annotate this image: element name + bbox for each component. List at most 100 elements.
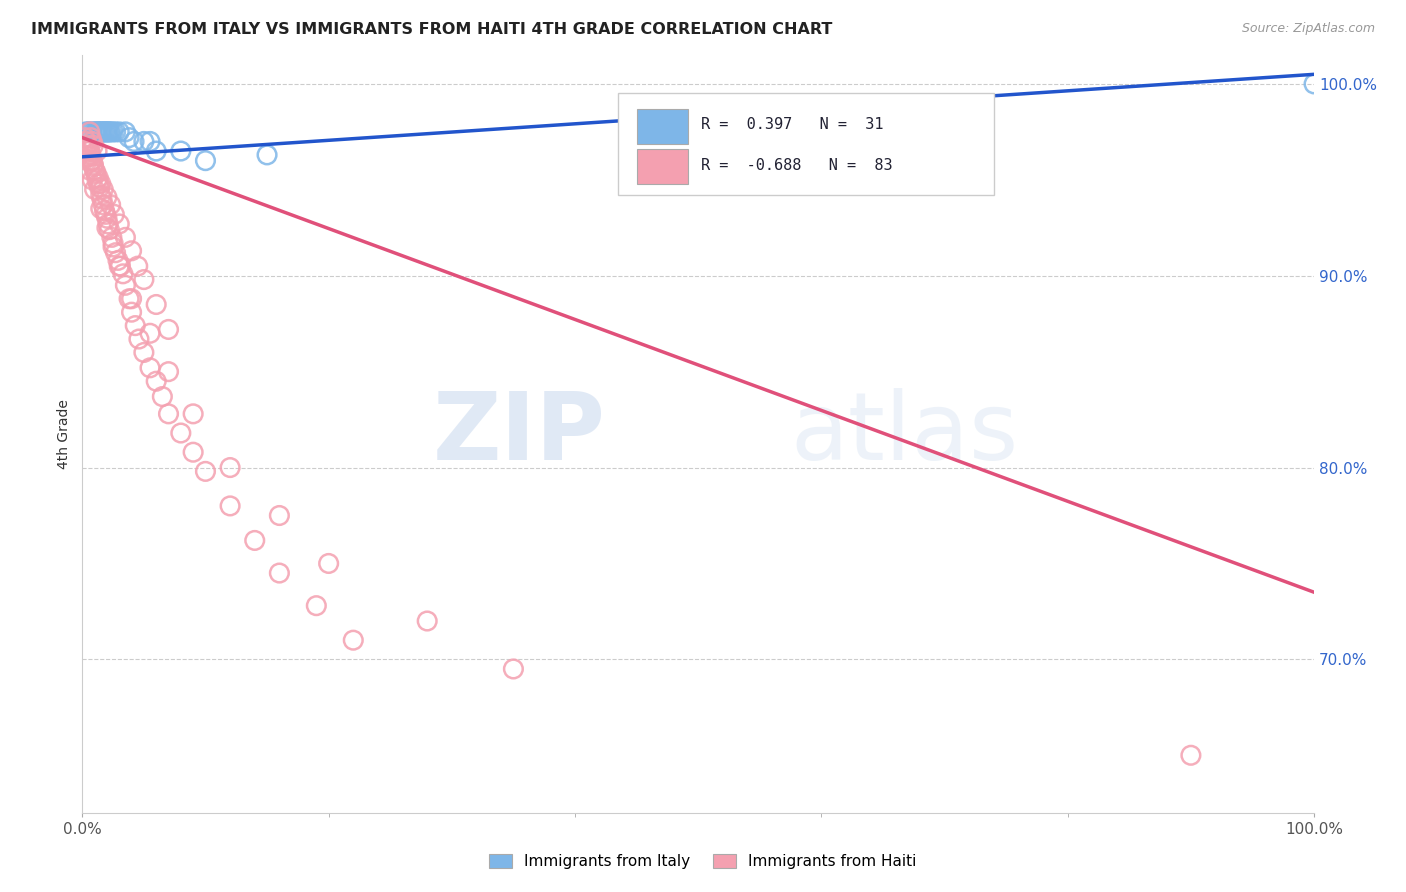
FancyBboxPatch shape	[637, 149, 689, 184]
Point	[82, 138, 104, 153]
Point	[84, 125, 107, 139]
Point	[86, 144, 108, 158]
Point	[91, 125, 114, 139]
Point	[87, 170, 110, 185]
Point	[132, 345, 155, 359]
Point	[98, 223, 121, 237]
Point	[101, 240, 124, 254]
Point	[82, 125, 104, 139]
Point	[145, 374, 167, 388]
Point	[121, 244, 143, 258]
Point	[82, 135, 104, 149]
Point	[79, 125, 101, 139]
Point	[121, 305, 143, 319]
Point	[86, 125, 108, 139]
Point	[76, 138, 98, 153]
Point	[108, 259, 131, 273]
Point	[150, 390, 173, 404]
Point	[84, 165, 107, 179]
Point	[75, 135, 97, 149]
Point	[181, 407, 204, 421]
Point	[77, 125, 100, 139]
Point	[90, 125, 112, 139]
Point	[243, 533, 266, 548]
Point	[84, 167, 107, 181]
Point	[157, 322, 180, 336]
Point	[101, 125, 124, 139]
Legend: Immigrants from Italy, Immigrants from Haiti: Immigrants from Italy, Immigrants from H…	[484, 847, 922, 875]
Point	[94, 207, 117, 221]
Point	[100, 198, 122, 212]
Point	[79, 125, 101, 139]
Point	[76, 153, 98, 168]
Point	[108, 217, 131, 231]
Point	[93, 203, 115, 218]
Text: IMMIGRANTS FROM ITALY VS IMMIGRANTS FROM HAITI 4TH GRADE CORRELATION CHART: IMMIGRANTS FROM ITALY VS IMMIGRANTS FROM…	[31, 22, 832, 37]
Point	[1303, 77, 1326, 91]
Point	[83, 125, 105, 139]
Point	[80, 153, 103, 168]
Point	[75, 125, 97, 139]
Point	[87, 125, 110, 139]
Point	[127, 259, 149, 273]
Text: ZIP: ZIP	[433, 388, 606, 480]
Point	[89, 180, 111, 194]
Point	[91, 192, 114, 206]
Point	[502, 662, 524, 676]
Point	[91, 182, 114, 196]
Point	[219, 460, 242, 475]
Point	[90, 188, 112, 202]
Point	[145, 297, 167, 311]
FancyBboxPatch shape	[619, 93, 994, 195]
Text: R =  -0.688   N =  83: R = -0.688 N = 83	[700, 158, 893, 172]
Point	[96, 125, 118, 139]
Point	[83, 163, 105, 178]
Point	[145, 144, 167, 158]
Point	[96, 190, 118, 204]
Point	[77, 150, 100, 164]
Point	[114, 230, 136, 244]
Point	[1180, 748, 1202, 763]
Point	[96, 220, 118, 235]
Text: R =  0.397   N =  31: R = 0.397 N = 31	[700, 118, 883, 132]
Point	[139, 360, 162, 375]
Point	[122, 135, 145, 149]
Point	[104, 245, 127, 260]
Point	[139, 135, 162, 149]
Point	[87, 177, 110, 191]
Point	[269, 508, 291, 523]
Point	[128, 332, 150, 346]
Point	[157, 365, 180, 379]
Point	[170, 425, 193, 440]
Point	[91, 198, 114, 212]
Point	[318, 557, 340, 571]
Point	[132, 135, 155, 149]
Point	[93, 125, 115, 139]
Point	[118, 130, 141, 145]
Point	[79, 144, 101, 158]
Point	[305, 599, 328, 613]
Point	[86, 173, 108, 187]
Point	[82, 157, 104, 171]
Point	[219, 499, 242, 513]
Point	[80, 130, 103, 145]
Point	[98, 125, 121, 139]
Point	[90, 177, 112, 191]
Point	[118, 292, 141, 306]
Point	[91, 125, 114, 139]
Point	[114, 278, 136, 293]
Text: Source: ZipAtlas.com: Source: ZipAtlas.com	[1241, 22, 1375, 36]
Point	[107, 253, 129, 268]
Point	[170, 144, 193, 158]
Point	[108, 125, 131, 139]
Point	[90, 202, 112, 216]
Point	[101, 230, 124, 244]
Point	[194, 464, 217, 478]
Point	[82, 173, 104, 187]
Point	[132, 272, 155, 286]
Point	[114, 125, 136, 139]
Point	[82, 160, 104, 174]
Text: atlas: atlas	[790, 388, 1019, 480]
Point	[96, 211, 118, 226]
Point	[194, 153, 217, 168]
